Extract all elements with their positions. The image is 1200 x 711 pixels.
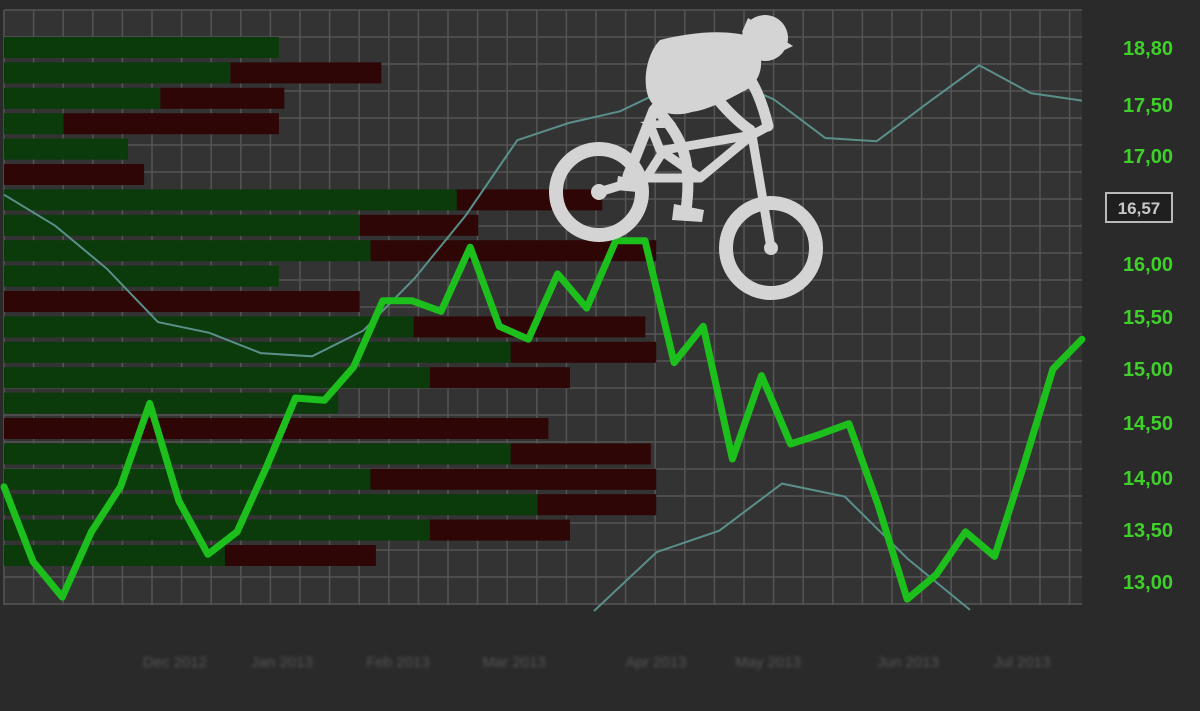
y-tick-label: 14,50 (1123, 413, 1173, 435)
volume-bar-red (510, 341, 657, 363)
x-tick-label: Dec 2012 (143, 654, 207, 671)
volume-bar-red (63, 113, 279, 135)
secondary-series-line (3, 64, 1083, 358)
y-tick-label: 17,50 (1123, 95, 1173, 117)
volume-bar-green (4, 443, 511, 465)
volume-bar-green (4, 240, 371, 262)
volume-bar-green (4, 87, 161, 109)
volume-bar-red (160, 87, 285, 109)
volume-bar-green (4, 392, 339, 414)
x-tick-label: Mar 2013 (482, 654, 545, 671)
volume-bar-green (4, 214, 360, 236)
volume-bar-green (4, 138, 128, 160)
volume-profile (4, 37, 657, 566)
x-tick-label: May 2013 (735, 654, 801, 671)
volume-bar-green (4, 265, 279, 287)
volume-bar-red (537, 494, 657, 516)
current-value-badge: 16,57 (1105, 192, 1173, 223)
volume-bar-green (4, 37, 279, 58)
y-tick-label: 16,00 (1123, 254, 1173, 276)
volume-bar-green (4, 468, 371, 490)
y-tick-label: 17,00 (1123, 146, 1173, 168)
current-value-label: 16,57 (1118, 199, 1161, 218)
volume-bar-red (510, 443, 651, 465)
x-tick-label: Jul 2013 (994, 654, 1051, 671)
volume-bar-red (413, 316, 646, 338)
x-tick-label: Jan 2013 (251, 654, 313, 671)
mountain-bike-rider-icon (549, 15, 823, 300)
volume-bar-red (456, 189, 603, 211)
y-tick-label: 13,00 (1123, 572, 1173, 594)
volume-bar-red (370, 468, 657, 490)
volume-bar-green (4, 367, 430, 389)
x-axis: Dec 2012 Jan 2013 Feb 2013 Mar 2013 Apr 2013… (143, 654, 1050, 671)
volume-bar-red (429, 367, 570, 389)
x-tick-label: Feb 2013 (366, 654, 429, 671)
volume-bar-green (4, 545, 225, 566)
y-axis: 18,80 17,50 17,00 16,00 15,50 15,00 14,50 14,00… (1123, 38, 1173, 594)
series-lines (0, 64, 1086, 612)
y-tick-label: 18,80 (1123, 38, 1173, 60)
y-tick-label: 14,00 (1123, 468, 1173, 490)
volume-bar-red (429, 519, 570, 541)
volume-bar-red (4, 164, 145, 185)
price-series-line (0, 237, 1086, 603)
volume-bar-green (4, 494, 538, 516)
x-tick-label: Jun 2013 (877, 654, 939, 671)
volume-bar-red (4, 291, 360, 312)
volume-bar-green (4, 113, 64, 135)
y-tick-label: 13,50 (1123, 520, 1173, 542)
volume-bar-green (4, 62, 231, 84)
volume-bar-red (359, 214, 479, 236)
volume-bar-red (230, 62, 382, 84)
volume-bar-red (224, 545, 376, 566)
y-tick-label: 15,50 (1123, 307, 1173, 329)
y-tick-label: 15,00 (1123, 359, 1173, 381)
volume-bar-green (4, 189, 457, 211)
volume-bar-green (4, 316, 414, 338)
x-tick-label: Apr 2013 (626, 654, 687, 671)
secondary-series-line-lower (593, 482, 971, 612)
volume-bar-green (4, 519, 430, 541)
